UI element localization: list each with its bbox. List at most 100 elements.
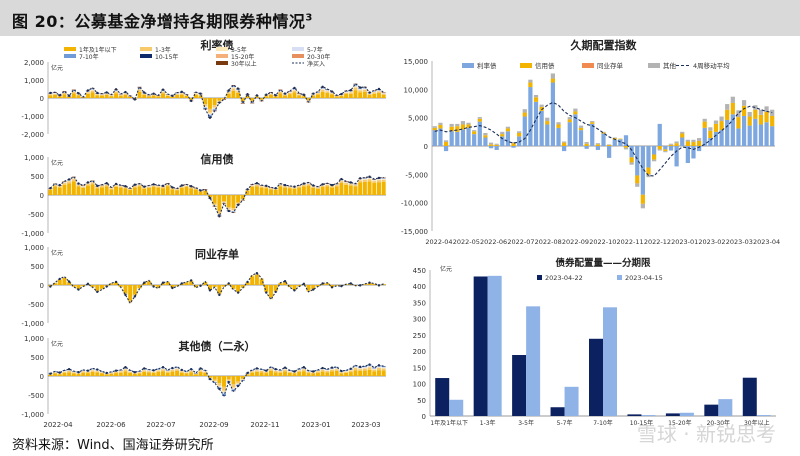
bar-segment	[156, 370, 161, 373]
bar-segment	[128, 300, 133, 303]
bar-segment	[53, 184, 58, 186]
bar-segment	[381, 181, 386, 195]
bar-segment	[151, 95, 156, 98]
bar-segment	[67, 370, 72, 371]
bar-segment	[612, 137, 617, 139]
bar-segment	[170, 189, 175, 195]
bar-segment	[320, 88, 325, 90]
bar-segment	[334, 367, 339, 369]
bar-segment	[353, 370, 358, 376]
bar-segment	[330, 285, 335, 287]
bar-segment	[607, 144, 612, 146]
bar-segment	[170, 370, 175, 372]
bar-segment	[372, 183, 377, 195]
bar-segment	[623, 147, 629, 150]
bar-segment	[53, 185, 58, 187]
bar-segment	[292, 89, 297, 91]
bar-segment	[90, 88, 95, 90]
bar-segment	[90, 92, 95, 98]
bar-segment	[348, 184, 353, 186]
net-buy-point	[133, 183, 137, 186]
net-buy-point	[49, 372, 52, 375]
bar-segment	[161, 283, 166, 285]
bar-segment	[278, 372, 283, 376]
bar-segment	[250, 275, 255, 277]
net-buy-point	[293, 370, 296, 373]
net-buy-point	[189, 279, 193, 282]
bar	[756, 415, 771, 416]
bar-segment	[240, 285, 245, 288]
bar-segment	[362, 91, 367, 98]
x-tick-label: 2022-12	[644, 238, 671, 246]
net-buy-point	[124, 293, 127, 297]
y-tick-label: -500	[28, 301, 44, 309]
net-buy-point	[218, 215, 221, 218]
bar-segment	[175, 190, 180, 195]
bar-segment	[53, 372, 58, 374]
bar-segment	[142, 94, 147, 96]
y-tick-label: 0	[40, 192, 44, 200]
bar-segment	[179, 372, 184, 376]
bar-segment	[76, 285, 81, 289]
bar-segment	[118, 372, 123, 376]
bar-segment	[109, 188, 114, 190]
bar-segment	[128, 372, 133, 376]
bar-segment	[123, 368, 128, 370]
x-tick-label: 2022-06	[480, 238, 507, 246]
bar-segment	[367, 95, 372, 98]
bar-segment	[311, 94, 316, 96]
bar-segment	[85, 91, 90, 93]
bar-segment	[713, 131, 719, 146]
bar-segment	[67, 282, 72, 285]
bar-segment	[161, 93, 166, 98]
bar-segment	[268, 189, 273, 195]
y-tick-label: 100	[413, 381, 426, 389]
x-tick-label: 1年及1年以下	[430, 419, 468, 427]
bar-segment	[466, 124, 471, 128]
bar-segment	[161, 91, 166, 94]
bar-segment	[236, 383, 241, 385]
bar-segment	[348, 183, 353, 185]
bar-segment	[320, 91, 325, 98]
net-buy-point	[302, 282, 306, 286]
bar-segment	[494, 143, 499, 145]
y-tick-label: 1,000	[24, 77, 44, 85]
bar-segment	[651, 154, 657, 160]
bar-segment	[156, 186, 161, 188]
net-buy-point	[189, 185, 193, 188]
bar-segment	[488, 142, 494, 145]
bar-segment	[71, 90, 76, 91]
bar-segment	[372, 90, 377, 92]
unit-label: 亿元	[440, 265, 452, 273]
net-buy-point	[227, 282, 230, 285]
net-buy-point	[105, 182, 108, 185]
bar-segment	[236, 89, 241, 91]
bar-segment	[81, 97, 86, 98]
bar-segment	[226, 195, 231, 207]
bar-segment	[325, 184, 330, 185]
net-buy-point	[161, 366, 165, 369]
net-buy-point	[152, 369, 155, 372]
bar-segment	[311, 373, 316, 376]
bar-segment	[367, 179, 372, 182]
bar-segment	[381, 367, 386, 369]
bar-segment	[623, 146, 629, 148]
net-buy-point	[349, 367, 352, 370]
bar-segment	[443, 146, 449, 152]
bar-segment	[62, 93, 67, 95]
bar-segment	[584, 146, 589, 149]
legend-label: 10-15年	[155, 53, 178, 61]
bar-segment	[231, 88, 236, 91]
bar-segment	[287, 94, 292, 98]
bar-segment	[212, 98, 217, 106]
bar-segment	[358, 369, 363, 371]
bar-segment	[95, 372, 100, 376]
legend-label: 7-10年	[79, 53, 99, 61]
bar-segment	[165, 282, 170, 285]
bar-segment	[151, 371, 156, 373]
net-buy-point	[321, 183, 324, 186]
bar-segment	[85, 372, 90, 374]
net-buy-point	[218, 293, 221, 297]
bar-segment	[264, 188, 269, 195]
